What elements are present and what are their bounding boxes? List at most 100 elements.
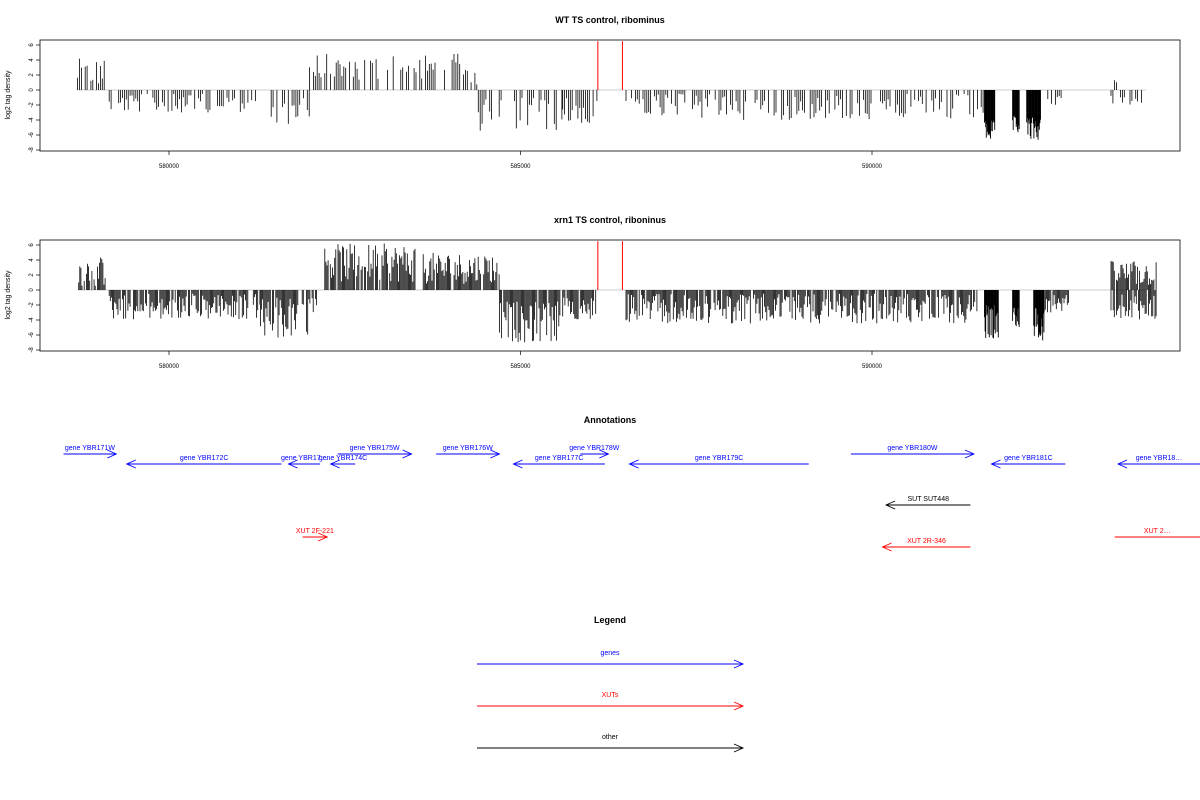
y-axis-ticks: -8 -6 -4 -2 0 2 4 6	[29, 243, 40, 353]
arrow-head-right	[733, 659, 745, 669]
arrow-head-left	[990, 459, 1001, 469]
annotation-label: gene YBR174C	[319, 455, 368, 462]
x-tick-label: 585000	[510, 364, 531, 370]
legend-item: other	[477, 734, 745, 753]
panel-title: xrn1 TS control, riboninus	[554, 215, 666, 225]
y-tick-label: 0	[29, 288, 35, 292]
arrow-head-right	[490, 449, 501, 459]
annotation-gene: gene YBR178W	[569, 445, 620, 459]
annotation-gene: gene YBR177C	[512, 455, 605, 469]
annotation-gene: gene YBR171W	[63, 445, 118, 459]
annotation-label: gene YBR17…	[281, 455, 328, 462]
annotation-label: gene YBR172C	[180, 455, 229, 462]
x-tick-label: 590000	[862, 164, 883, 170]
annotation-label: gene YBR18…	[1136, 455, 1183, 462]
legend-item: genes	[477, 650, 745, 669]
y-tick-label: 6	[29, 43, 35, 47]
annotation-label: XUT 2R-346	[907, 538, 946, 545]
x-axis-ticks: 580000 585000 590000	[159, 151, 883, 170]
annotation-gene: gene YBR18…	[1116, 455, 1200, 469]
legend-label: XUTs	[602, 692, 619, 699]
x-tick-label: 580000	[159, 364, 180, 370]
y-axis-label: log2 tag density	[5, 270, 12, 320]
legend-item: XUTs	[477, 692, 745, 711]
xrn1-density-panel: xrn1 TS control, riboninus log2 tag dens…	[5, 215, 1181, 370]
arrow-head-right	[733, 743, 745, 753]
annotation-label: gene YBR175W	[350, 445, 400, 452]
y-axis-ticks: -8 -6 -4 -2 0 2 4 6	[29, 43, 40, 153]
y-tick-label: 4	[29, 258, 35, 262]
annotation-label: XUT 2…	[1144, 528, 1171, 535]
density-bars	[77, 243, 1157, 343]
red-markers	[597, 41, 623, 90]
y-tick-label: -8	[29, 347, 35, 353]
arrow-head-left	[125, 459, 137, 469]
annotation-label: gene YBR178W	[569, 445, 619, 452]
y-tick-label: -4	[29, 117, 35, 123]
annotation-label: gene YBR181C	[1004, 455, 1053, 462]
arrow-head-left	[1116, 459, 1128, 469]
plot-frame	[39, 239, 1181, 352]
y-tick-label: -8	[29, 147, 35, 153]
y-tick-label: 4	[29, 58, 35, 62]
arrow-head-left	[512, 459, 523, 469]
y-tick-label: 2	[29, 273, 35, 277]
annotations-panel: Annotations gene YBR171W gene YBR172C gene…	[63, 415, 1200, 552]
arrow-head-left	[287, 459, 298, 469]
legend: Legend genes XUTs other	[477, 615, 745, 753]
panel-title: WT TS control, ribominus	[555, 15, 665, 25]
y-tick-label: -2	[29, 102, 35, 108]
y-tick-label: 2	[29, 73, 35, 77]
legend-label: other	[602, 734, 619, 741]
x-tick-label: 580000	[159, 164, 180, 170]
annotation-label: XUT 2F-221	[296, 528, 334, 535]
y-axis-label: log2 tag density	[5, 70, 12, 120]
annotation-gene: gene YBR17…	[281, 455, 328, 469]
annotation-gene: gene YBR176W	[436, 445, 501, 459]
arrow-head-right	[733, 701, 745, 711]
annotation-label: SUT SUT448	[907, 496, 949, 503]
arrow-head-right	[964, 449, 976, 459]
arrow-head-right	[107, 449, 118, 459]
x-axis-ticks: 580000 585000 590000	[159, 351, 883, 370]
annotation-xut: XUT 2…	[1114, 528, 1200, 538]
annotation-xut: XUT 2R-346	[881, 538, 971, 552]
wt-density-panel: WT TS control, ribominus log2 tag densit…	[5, 15, 1181, 170]
y-tick-label: 0	[29, 88, 35, 92]
legend-items: genes XUTs other	[477, 650, 745, 753]
annotation-gene: gene YBR180W	[850, 445, 976, 459]
arrow-head-left	[884, 500, 896, 510]
annotation-xut: XUT 2F-221	[296, 528, 334, 542]
annotation-label: gene YBR176W	[443, 445, 493, 452]
annotation-gene: gene YBR175W	[337, 445, 413, 459]
annotation-gene: gene YBR181C	[990, 455, 1066, 469]
arrow-head-right	[599, 449, 610, 459]
annotation-other: SUT SUT448	[884, 496, 971, 510]
annotation-label: gene YBR177C	[535, 455, 584, 462]
plot-frame	[39, 39, 1181, 152]
annotation-gene: gene YBR174C	[319, 455, 368, 469]
y-tick-label: -4	[29, 317, 35, 323]
annotation-label: gene YBR179C	[695, 455, 744, 462]
red-markers	[597, 241, 623, 290]
annotation-label: gene YBR171W	[65, 445, 115, 452]
x-tick-label: 585000	[510, 164, 531, 170]
y-tick-label: -2	[29, 302, 35, 308]
arrow-head-left	[329, 459, 340, 469]
annotation-gene: gene YBR172C	[125, 455, 282, 469]
y-tick-label: -6	[29, 132, 35, 138]
annotation-gene: gene YBR179C	[628, 455, 809, 469]
y-tick-label: -6	[29, 332, 35, 338]
arrow-head-left	[628, 459, 639, 469]
arrow-head-left	[881, 542, 892, 552]
annotation-label: gene YBR180W	[887, 445, 937, 452]
legend-label: genes	[600, 650, 620, 657]
arrow-head-right	[317, 532, 329, 542]
annotations-title: Annotations	[584, 415, 637, 425]
legend-title: Legend	[594, 615, 626, 625]
y-tick-label: 6	[29, 243, 35, 247]
x-tick-label: 590000	[862, 364, 883, 370]
density-bars	[77, 53, 1147, 140]
